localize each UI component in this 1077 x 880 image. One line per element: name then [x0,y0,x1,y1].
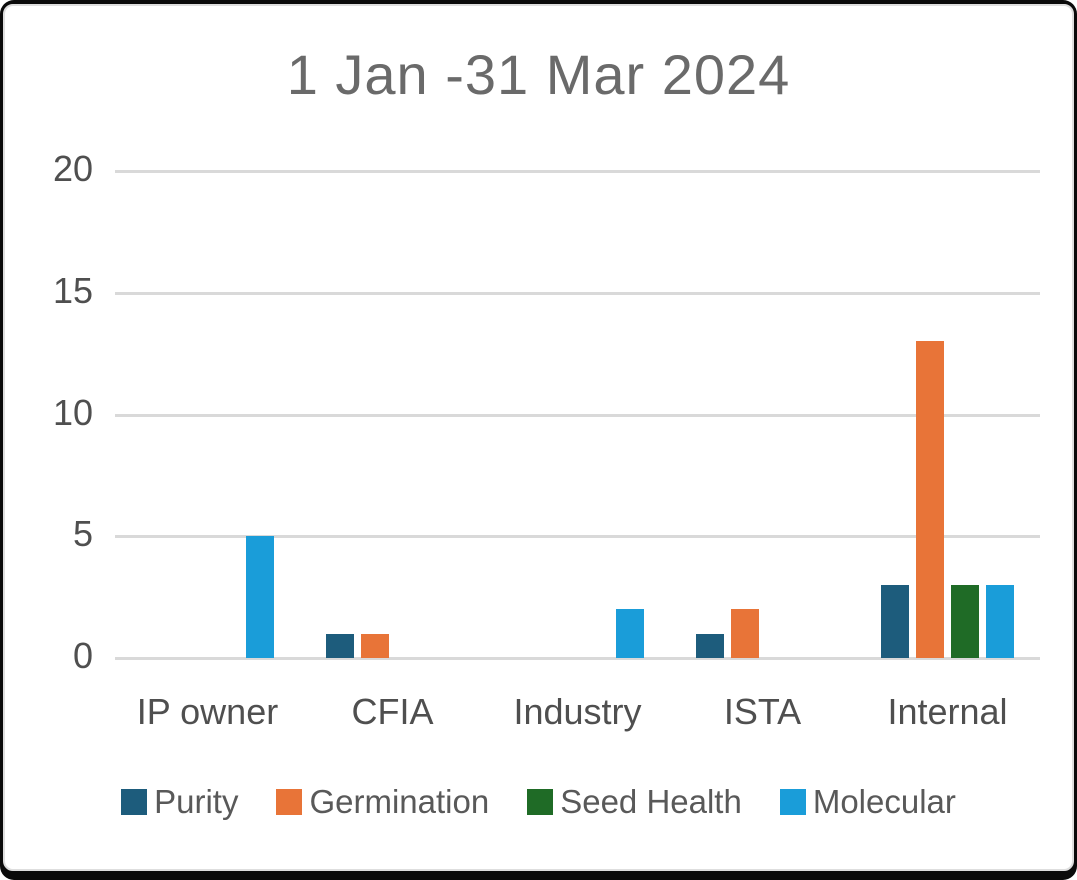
bar-group-cfia [300,171,485,658]
legend: Purity Germination Seed Health Molecular [5,784,1072,820]
legend-item-germination: Germination [276,784,489,820]
x-axis-label-industry: Industry [513,691,642,732]
bar-group-industry [485,171,670,658]
legend-label-germination: Germination [309,783,490,820]
legend-item-purity: Purity [121,784,238,820]
legend-swatch-purity [121,789,148,815]
bar-molecular-ip-owner [246,536,274,658]
legend-swatch-germination [276,789,303,815]
legend-label-molecular: Molecular [812,783,956,820]
bar-group-internal [855,171,1040,658]
bar-germination-ista [731,609,759,658]
bar-germination-internal [916,341,944,658]
bar-molecular-industry [616,609,644,658]
gridline-15 [115,291,1040,295]
y-tick-label-5: 5 [72,513,93,555]
bar-group-ista [670,171,855,658]
legend-label-seed-health: Seed Health [560,783,742,820]
legend-item-seed-health: Seed Health [527,784,742,820]
gridline-0 [115,657,1040,660]
x-axis-label-cfia: CFIA [351,691,434,732]
bar-purity-cfia [326,633,354,658]
legend-label-purity: Purity [154,783,239,820]
x-axis-label-ip-owner: IP owner [136,691,279,732]
x-axis-labels: IP owner CFIA Industry ISTA Internal [115,690,1040,734]
bar-seed-health-internal [951,584,979,658]
gridline-20 [115,170,1040,173]
bar-purity-internal [881,584,909,658]
x-axis-label-ista: ISTA [723,691,802,732]
y-tick-label-20: 20 [52,148,93,189]
bars-layer [115,171,1040,658]
bar-group-ip-owner [115,171,300,658]
legend-swatch-molecular [779,789,806,815]
bar-purity-ista [696,633,724,658]
y-tick-label-10: 10 [52,391,93,433]
chart-title: 1 Jan -31 Mar 2024 [286,43,791,106]
bar-germination-cfia [361,633,389,658]
chart-card: 1 Jan -31 Mar 2024 20 15 10 5 0 IP owner CFIA… [3,4,1074,871]
gridline-5 [115,535,1040,539]
y-tick-label-0: 0 [72,635,93,676]
gridline-10 [115,413,1040,417]
bar-molecular-internal [986,584,1014,658]
x-axis-label-internal: Internal [887,691,1008,732]
y-tick-label-15: 15 [52,269,93,311]
legend-swatch-seed-health [527,789,554,815]
legend-item-molecular: Molecular [779,783,956,820]
